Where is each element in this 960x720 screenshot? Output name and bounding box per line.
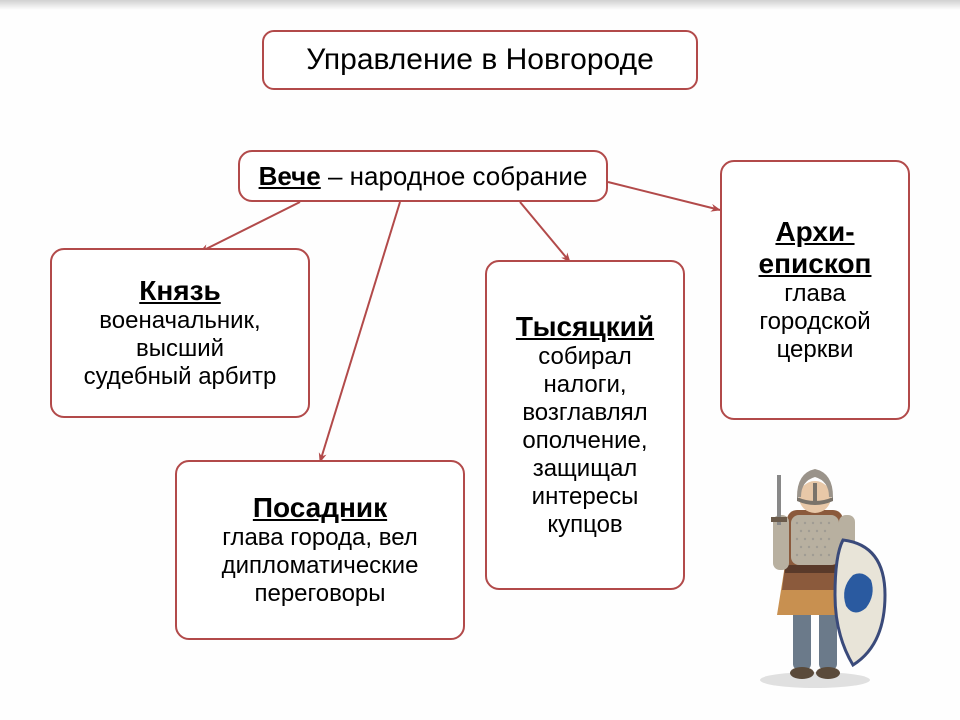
posadnik-box: Посадникглава города, вел дипломатически… bbox=[175, 460, 465, 640]
archbishop-title: Архи- епископ bbox=[759, 216, 872, 280]
veche-label: Вече – народное собрание bbox=[259, 161, 588, 192]
knyaz-box: Князьвоеначальник, высший судебный арбит… bbox=[50, 248, 310, 418]
top-shadow bbox=[0, 0, 960, 10]
veche-title: Вече bbox=[259, 161, 321, 191]
veche-box: Вече – народное собрание bbox=[238, 150, 608, 202]
knyaz-title: Князь bbox=[139, 275, 220, 307]
diagram-stage: Управление в Новгороде Вече – народное с… bbox=[0, 0, 960, 720]
veche-suffix: – народное собрание bbox=[321, 161, 588, 191]
tysyatsky-desc: собирал налоги, возглавлял ополчение, за… bbox=[522, 343, 647, 539]
knyaz-desc: военачальник, высший судебный арбитр bbox=[84, 307, 277, 391]
title-box: Управление в Новгороде bbox=[262, 30, 698, 90]
tysyatsky-title: Тысяцкий bbox=[516, 311, 654, 343]
tysyatsky-box: Тысяцкийсобирал налоги, возглавлял ополч… bbox=[485, 260, 685, 590]
warrior-image bbox=[735, 455, 895, 690]
posadnik-desc: глава города, вел дипломатические перего… bbox=[222, 524, 419, 608]
archbishop-desc: глава городской церкви bbox=[759, 280, 870, 364]
posadnik-title: Посадник bbox=[253, 492, 387, 524]
title-text: Управление в Новгороде bbox=[306, 43, 654, 77]
archbishop-box: Архи- епископглава городской церкви bbox=[720, 160, 910, 420]
